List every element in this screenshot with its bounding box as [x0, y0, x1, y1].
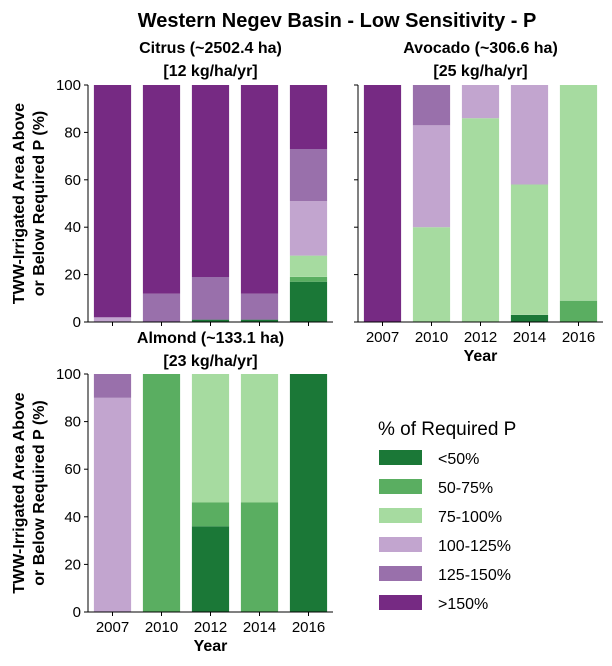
legend-label: 125-150%: [438, 567, 511, 584]
x-tick-label: 2007: [96, 619, 129, 636]
bar-segment: [191, 526, 230, 612]
y-tick-label: 60: [64, 172, 81, 189]
bar-segment: [191, 319, 230, 322]
legend-label: <50%: [438, 451, 479, 468]
x-axis-label: Year: [464, 348, 498, 365]
bar-segment: [142, 374, 181, 612]
bar-segment: [93, 85, 132, 318]
legend-item: 125-150%: [379, 566, 511, 584]
legend-label: >150%: [438, 596, 488, 613]
bar-segment: [559, 300, 598, 322]
y-tick-label: 0: [73, 604, 81, 621]
bar-segment: [191, 277, 230, 320]
bar-segment: [240, 293, 279, 320]
panels: Citrus (~2502.4 ha) [12 kg/ha/yr] 0 20 40 60 8…: [11, 40, 603, 655]
x-tick-label: 2007: [366, 329, 399, 346]
legend-item: <50%: [379, 450, 479, 468]
bar-segment: [289, 201, 328, 256]
y-tick-label: 60: [64, 461, 81, 478]
panel-title: Avocado (~306.6 ha): [403, 40, 558, 57]
legend-swatch: [379, 450, 422, 465]
legend-items: <50% 50-75% 75-100% 100-125% 125-150% >150%: [379, 450, 511, 613]
legend-item: 100-125%: [379, 537, 511, 555]
bar-segment: [240, 85, 279, 294]
x-tick-label: 2014: [243, 619, 276, 636]
bar-segment: [240, 374, 279, 503]
legend-swatch: [379, 537, 422, 552]
bar-segment: [191, 502, 230, 527]
x-tick-label: 2012: [194, 619, 227, 636]
y-axis-label: TWW-Irrigated Area Above: [11, 392, 28, 593]
bar-segment: [191, 85, 230, 277]
y-axis-label: TWW-Irrigated Area Above: [11, 103, 28, 304]
bar-segment: [461, 118, 500, 322]
x-axis-label: Year: [194, 638, 228, 655]
bar-segment: [412, 227, 451, 322]
legend-swatch: [379, 479, 422, 494]
y-tick-label: 20: [64, 267, 81, 284]
bar-segment: [289, 255, 328, 277]
legend-swatch: [379, 566, 422, 581]
bar-segment: [289, 85, 328, 149]
y-tick-label: 20: [64, 556, 81, 573]
panel-1: Citrus (~2502.4 ha) [12 kg/ha/yr] 0 20 40 60 8…: [11, 40, 333, 331]
y-tick-label: 40: [64, 509, 81, 526]
bar-segment: [240, 319, 279, 322]
panel-title: Almond (~133.1 ha): [137, 330, 284, 347]
legend-item: 50-75%: [379, 479, 493, 497]
y-tick-label: 40: [64, 219, 81, 236]
x-tick-label: 2016: [562, 329, 595, 346]
legend-item: 75-100%: [379, 508, 502, 526]
legend-swatch: [379, 508, 422, 523]
y-tick-label: 100: [56, 77, 81, 94]
legend: % of Required P <50% 50-75% 75-100% 100-125…: [378, 419, 516, 613]
legend-label: 100-125%: [438, 538, 511, 555]
bar-segment: [93, 317, 132, 322]
bar-segment: [289, 281, 328, 322]
bar-segment: [142, 85, 181, 294]
panel-2: Avocado (~306.6 ha) [25 kg/ha/yr] 2007 2010…: [354, 40, 603, 365]
bar-segment: [289, 374, 328, 612]
x-tick-label: 2010: [415, 329, 448, 346]
bar-segment: [412, 85, 451, 126]
y-tick-label: 100: [56, 366, 81, 383]
legend-title: % of Required P: [378, 419, 516, 440]
panel-title: Citrus (~2502.4 ha): [139, 40, 282, 57]
y-tick-label: 80: [64, 124, 81, 141]
bar-segment: [142, 293, 181, 322]
figure-title: Western Negev Basin - Low Sensitivity - …: [138, 10, 537, 32]
legend-label: 75-100%: [438, 509, 502, 526]
bar-segment: [289, 149, 328, 202]
panel-3: Almond (~133.1 ha) [23 kg/ha/yr] 2007 2010 2…: [11, 330, 333, 655]
bar-segment: [191, 374, 230, 503]
panel-subtitle: [25 kg/ha/yr]: [433, 63, 527, 80]
panel-subtitle: [12 kg/ha/yr]: [163, 63, 257, 80]
x-tick-label: 2010: [145, 619, 178, 636]
bar-segment: [461, 85, 500, 119]
legend-label: 50-75%: [438, 480, 493, 497]
bar-segment: [93, 397, 132, 612]
bar-segment: [363, 85, 402, 322]
x-tick-label: 2012: [464, 329, 497, 346]
x-tick-label: 2016: [292, 619, 325, 636]
y-tick-label: 80: [64, 414, 81, 431]
x-tick-label: 2014: [513, 329, 546, 346]
legend-item: >150%: [379, 595, 488, 613]
bar-segment: [412, 125, 451, 228]
bar-segment: [510, 314, 549, 322]
bar-segment: [289, 277, 328, 282]
y-tick-label: 0: [73, 314, 81, 331]
panel-subtitle: [23 kg/ha/yr]: [163, 353, 257, 370]
y-axis-label-line2: or Below Required P (%): [31, 400, 48, 586]
bar-segment: [559, 85, 598, 301]
legend-swatch: [379, 595, 422, 610]
bar-segment: [510, 85, 549, 185]
bar-segment: [93, 374, 132, 398]
y-axis-label-line2: or Below Required P (%): [31, 111, 48, 297]
bar-segment: [510, 184, 549, 315]
bar-segment: [240, 502, 279, 612]
